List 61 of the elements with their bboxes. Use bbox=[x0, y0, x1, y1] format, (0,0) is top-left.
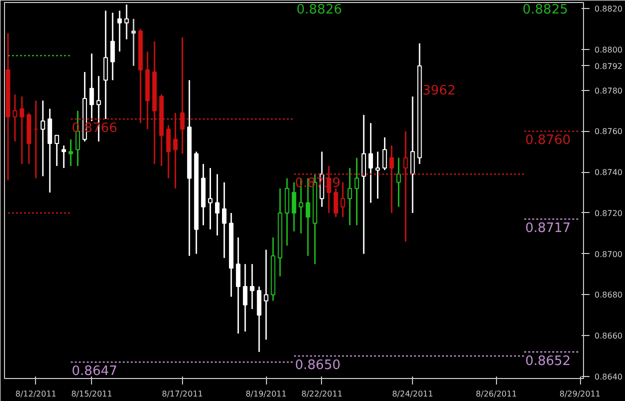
candlestick bbox=[62, 144, 66, 169]
series-label: 0.8650 bbox=[295, 358, 340, 374]
candlestick bbox=[348, 167, 352, 226]
candlestick bbox=[389, 144, 394, 214]
candlestick bbox=[396, 157, 401, 208]
x-tick-label: 8/19/2011 bbox=[246, 390, 287, 398]
candlestick bbox=[110, 12, 115, 81]
y-tick-label: 0.8680 bbox=[594, 290, 622, 300]
series-label: 0.8760 bbox=[525, 133, 571, 148]
y-tick-label: 0.8760 bbox=[594, 127, 622, 136]
candlestick bbox=[208, 167, 213, 230]
candlestick bbox=[403, 130, 408, 242]
candlestick bbox=[242, 263, 248, 332]
candlestick bbox=[362, 114, 366, 255]
candlestick bbox=[250, 263, 254, 310]
annotation: 3962 bbox=[422, 84, 456, 98]
candlestick bbox=[354, 157, 360, 226]
candlestick bbox=[236, 236, 240, 334]
candlestick bbox=[131, 18, 136, 67]
candlestick bbox=[40, 100, 46, 177]
candlestick bbox=[117, 10, 122, 52]
x-tick-label: 8/29/2011 bbox=[560, 390, 601, 398]
candlestick bbox=[215, 173, 220, 236]
x-tick-label: 8/22/2011 bbox=[301, 390, 342, 398]
candlestick bbox=[68, 138, 74, 167]
x-tick-label: 8/24/2011 bbox=[392, 390, 434, 398]
y-tick-label: 0.8792 bbox=[594, 62, 622, 71]
y-tick-label: 0.8740 bbox=[594, 168, 622, 178]
candlestick bbox=[292, 182, 296, 232]
candlestick bbox=[20, 96, 24, 165]
annotation: 0.8826 bbox=[296, 2, 342, 18]
candlestick bbox=[166, 124, 171, 179]
candlestick bbox=[410, 96, 415, 214]
y-tick-label: 0.8780 bbox=[594, 86, 622, 96]
y-tick-label: 0.8820 bbox=[594, 4, 622, 14]
series-label: 0.8652 bbox=[525, 354, 571, 369]
annotation: 0.8825 bbox=[522, 2, 568, 18]
x-tick-label: 8/12/2011 bbox=[15, 390, 56, 398]
candlestick bbox=[382, 136, 387, 171]
x-tick-label: 8/15/2011 bbox=[71, 390, 112, 398]
x-tick-label: 8/26/2011 bbox=[476, 390, 517, 398]
candlestick bbox=[375, 150, 380, 200]
series-label: 0.8717 bbox=[525, 221, 571, 236]
y-tick-label: 0.8640 bbox=[594, 372, 622, 382]
series-label: 0.8647 bbox=[72, 364, 118, 380]
candlestick bbox=[103, 10, 108, 120]
candlestick bbox=[368, 122, 373, 204]
candlestick bbox=[334, 188, 338, 218]
y-tick-label: 0.8720 bbox=[594, 208, 622, 218]
candlestick bbox=[264, 249, 268, 340]
x-tick-label: 8/17/2011 bbox=[162, 390, 203, 398]
y-tick-label: 0.8700 bbox=[594, 250, 622, 259]
candlestick bbox=[12, 94, 18, 142]
y-tick-label: 0.8800 bbox=[594, 46, 622, 54]
candlestick bbox=[54, 134, 60, 167]
candlestick bbox=[340, 182, 346, 218]
candlestick bbox=[89, 52, 94, 122]
candlestick bbox=[222, 182, 226, 259]
candlestick bbox=[180, 36, 185, 154]
candlestick bbox=[173, 112, 178, 190]
y-tick-label: 0.8660 bbox=[594, 332, 622, 341]
